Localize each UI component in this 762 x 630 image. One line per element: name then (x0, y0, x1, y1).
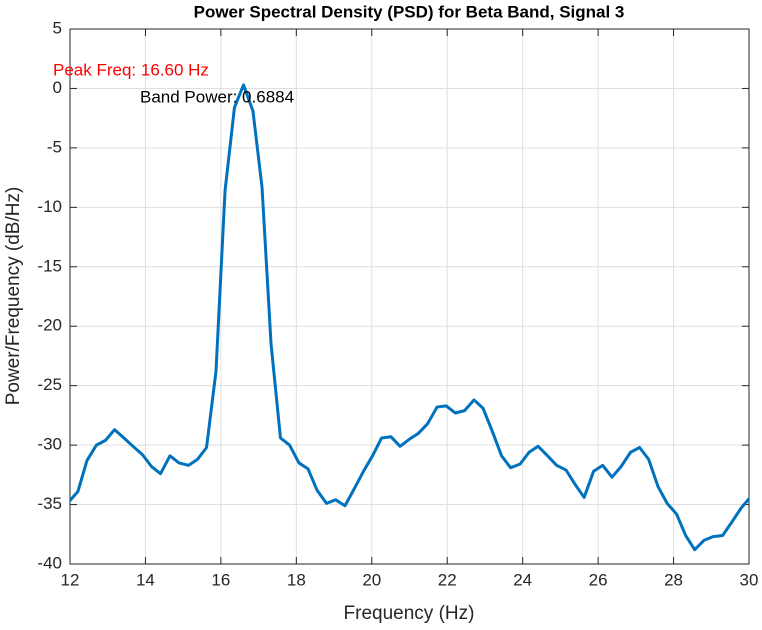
x-tick-label: 20 (362, 570, 381, 589)
x-axis-label: Frequency (Hz) (344, 603, 475, 624)
y-axis-label: Power/Frequency (dB/Hz) (3, 187, 24, 406)
x-tick-label: 30 (740, 570, 759, 589)
x-tick-label: 28 (664, 570, 683, 589)
y-tick-label: -40 (37, 553, 62, 572)
chart-title: Power Spectral Density (PSD) for Beta Ba… (194, 2, 625, 21)
x-tick-label: 22 (438, 570, 457, 589)
y-tick-label: -15 (37, 256, 62, 275)
x-tick-label: 26 (589, 570, 608, 589)
y-tick-label: -25 (37, 375, 62, 394)
x-tick-label: 12 (61, 570, 80, 589)
y-tick-label: -30 (37, 435, 62, 454)
y-tick-label: -20 (37, 316, 62, 335)
x-tick-label: 14 (136, 570, 155, 589)
y-tick-label: 5 (53, 18, 62, 37)
y-tick-label: -35 (37, 494, 62, 513)
plot-area (70, 29, 749, 564)
data-line (70, 83, 749, 552)
x-tick-label: 18 (287, 570, 306, 589)
y-tick-label: -5 (47, 137, 62, 156)
annotation: Band Power: 0.6884 (140, 87, 294, 106)
x-tick-label: 24 (513, 570, 532, 589)
axes-box (69, 28, 750, 565)
annotation: Peak Freq: 16.60 Hz (53, 60, 209, 79)
x-tick-label: 16 (211, 570, 230, 589)
y-tick-label: 0 (53, 78, 62, 97)
y-tick-label: -10 (37, 197, 62, 216)
